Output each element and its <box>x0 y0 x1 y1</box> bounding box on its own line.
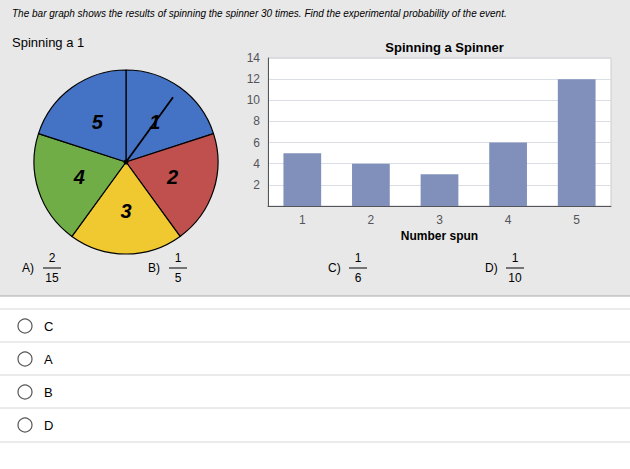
svg-text:2: 2 <box>49 251 56 265</box>
svg-text:3: 3 <box>120 200 131 222</box>
svg-text:C: C <box>44 319 53 334</box>
svg-text:Spinning a 1: Spinning a 1 <box>12 35 84 50</box>
svg-text:A: A <box>44 352 53 367</box>
svg-text:15: 15 <box>45 271 59 285</box>
svg-text:3: 3 <box>436 213 443 227</box>
svg-text:2: 2 <box>368 213 375 227</box>
svg-text:5: 5 <box>92 111 104 133</box>
svg-text:2: 2 <box>166 166 178 188</box>
svg-text:6: 6 <box>355 271 362 285</box>
svg-text:D: D <box>44 418 53 433</box>
svg-text:4: 4 <box>73 166 85 188</box>
svg-text:The bar graph shows the result: The bar graph shows the results of spinn… <box>12 8 507 19</box>
svg-text:14: 14 <box>247 51 261 65</box>
svg-text:C): C) <box>328 261 341 275</box>
svg-text:1: 1 <box>149 111 161 134</box>
svg-text:10: 10 <box>247 93 261 107</box>
svg-text:1: 1 <box>299 213 306 227</box>
svg-text:1: 1 <box>355 251 362 265</box>
svg-text:10: 10 <box>508 271 522 285</box>
svg-text:Spinning a Spinner: Spinning a Spinner <box>385 40 503 55</box>
svg-text:2: 2 <box>253 178 260 192</box>
svg-text:Number spun: Number spun <box>401 229 478 243</box>
svg-text:5: 5 <box>573 213 580 227</box>
svg-text:4: 4 <box>505 213 512 227</box>
svg-text:1: 1 <box>512 251 519 265</box>
svg-text:4: 4 <box>253 157 260 171</box>
svg-text:5: 5 <box>175 271 182 285</box>
svg-text:1: 1 <box>175 251 182 265</box>
svg-text:12: 12 <box>247 72 261 86</box>
svg-text:B: B <box>44 385 53 400</box>
svg-text:B): B) <box>148 261 160 275</box>
svg-text:8: 8 <box>253 114 260 128</box>
svg-text:6: 6 <box>253 136 260 150</box>
svg-text:D): D) <box>485 261 498 275</box>
svg-text:A): A) <box>22 261 34 275</box>
